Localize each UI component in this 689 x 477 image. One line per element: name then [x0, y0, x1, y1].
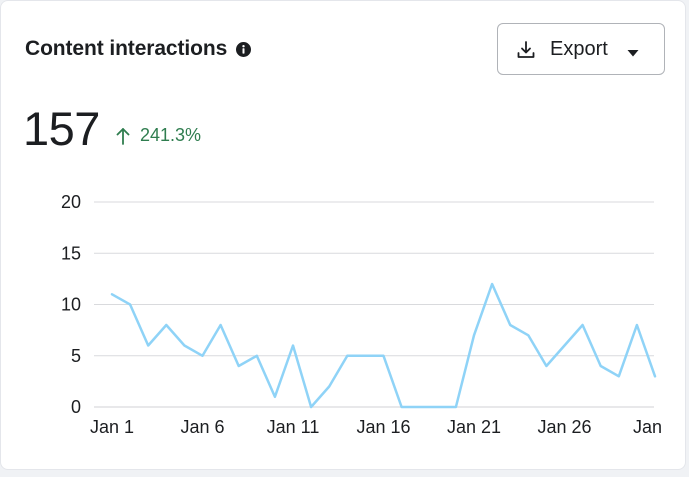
data-point[interactable] [596, 361, 606, 371]
data-point[interactable] [379, 351, 389, 361]
data-point[interactable] [288, 341, 298, 351]
data-point[interactable] [234, 361, 244, 371]
data-point[interactable] [161, 320, 171, 330]
series-line [110, 282, 657, 409]
data-point[interactable] [179, 341, 189, 351]
data-point[interactable] [614, 371, 624, 381]
data-point[interactable] [306, 402, 316, 412]
y-tick-label: 10 [61, 295, 81, 315]
y-tick-label: 15 [61, 243, 81, 263]
data-point[interactable] [541, 361, 551, 371]
data-point[interactable] [523, 330, 533, 340]
data-point[interactable] [342, 351, 352, 361]
data-point[interactable] [143, 341, 153, 351]
data-point[interactable] [650, 371, 660, 381]
x-tick-label: Jan 21 [447, 417, 501, 437]
data-point[interactable] [216, 320, 226, 330]
export-button[interactable]: Export [497, 23, 665, 75]
data-point[interactable] [324, 382, 334, 392]
data-point[interactable] [107, 289, 117, 299]
x-tick-label: Jan 1 [90, 417, 134, 437]
caret-down-icon [626, 45, 640, 57]
x-tick-label: Jan 26 [537, 417, 591, 437]
info-icon[interactable] [236, 42, 252, 57]
x-tick-label: Jan 16 [356, 417, 410, 437]
data-point[interactable] [433, 402, 443, 412]
data-point[interactable] [270, 392, 280, 402]
metric: 157 [23, 101, 100, 156]
download-icon [516, 40, 536, 60]
export-label: Export [550, 38, 608, 60]
data-point[interactable] [360, 351, 370, 361]
x-tick-label: Jan 11 [267, 417, 320, 437]
data-point[interactable] [397, 402, 407, 412]
y-tick-label: 5 [71, 346, 81, 366]
data-point[interactable] [415, 402, 425, 412]
data-point[interactable] [198, 351, 208, 361]
card-title: Content interactions [25, 37, 228, 60]
data-point[interactable] [469, 330, 479, 340]
y-tick-label: 0 [71, 397, 81, 417]
data-point[interactable] [125, 300, 135, 310]
change-indicator: 241.3% [116, 125, 201, 146]
data-point[interactable] [487, 279, 497, 289]
arrow-up-icon [116, 127, 130, 145]
data-point[interactable] [632, 320, 642, 330]
data-point[interactable] [578, 320, 588, 330]
data-point[interactable] [505, 320, 515, 330]
card-header: Content interactions [25, 37, 252, 61]
y-tick-label: 20 [61, 192, 81, 212]
x-tick-label: Jan 3 [633, 417, 677, 437]
x-tick-label: Jan 6 [180, 417, 224, 437]
metric-value: 157 [23, 102, 100, 155]
data-point[interactable] [252, 351, 262, 361]
change-value: 241.3% [140, 125, 202, 145]
data-point[interactable] [451, 402, 461, 412]
data-point[interactable] [560, 341, 570, 351]
